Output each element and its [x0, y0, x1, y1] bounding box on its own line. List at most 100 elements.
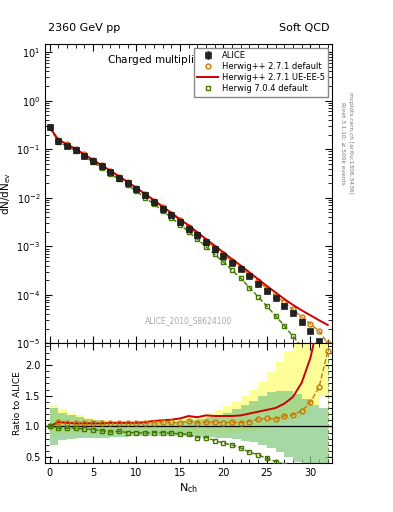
Herwig++ 2.7.1 default: [91, 157, 95, 163]
Herwig 7.0.4 default: [325, 394, 330, 400]
Herwig++ 2.7.1 default: [99, 162, 104, 168]
Herwig 7.0.4 default: [56, 139, 61, 145]
Y-axis label: Ratio to ALICE: Ratio to ALICE: [13, 372, 22, 435]
Herwig 7.0.4 default: [117, 176, 121, 182]
Herwig++ 2.7.1 UE-EE-5: [239, 263, 243, 269]
Herwig++ 2.7.1 UE-EE-5: [73, 146, 78, 152]
Herwig++ 2.7.1 default: [56, 137, 61, 143]
Herwig 7.0.4 default: [195, 236, 200, 242]
Herwig++ 2.7.1 default: [117, 174, 121, 180]
Herwig++ 2.7.1 default: [73, 146, 78, 152]
Herwig 7.0.4 default: [256, 294, 261, 300]
Herwig++ 2.7.1 default: [64, 141, 69, 147]
Herwig++ 2.7.1 default: [82, 152, 87, 158]
Herwig 7.0.4 default: [299, 344, 304, 350]
Herwig++ 2.7.1 UE-EE-5: [247, 269, 252, 275]
Herwig 7.0.4 default: [290, 333, 295, 339]
Herwig 7.0.4 default: [239, 275, 243, 281]
Herwig++ 2.7.1 UE-EE-5: [256, 276, 261, 282]
Herwig++ 2.7.1 default: [108, 167, 113, 174]
Herwig++ 2.7.1 default: [230, 258, 235, 264]
X-axis label: N$_{\mathsf{ch}}$: N$_{\mathsf{ch}}$: [179, 481, 198, 495]
Herwig++ 2.7.1 default: [125, 179, 130, 185]
Herwig++ 2.7.1 UE-EE-5: [125, 179, 130, 185]
Herwig++ 2.7.1 default: [143, 191, 147, 197]
Herwig++ 2.7.1 UE-EE-5: [308, 312, 313, 318]
Herwig++ 2.7.1 default: [273, 293, 278, 299]
Herwig++ 2.7.1 UE-EE-5: [160, 203, 165, 209]
Herwig++ 2.7.1 UE-EE-5: [186, 222, 191, 228]
Herwig++ 2.7.1 UE-EE-5: [178, 216, 182, 222]
Herwig++ 2.7.1 default: [282, 300, 286, 306]
Herwig++ 2.7.1 UE-EE-5: [152, 197, 156, 203]
Herwig++ 2.7.1 UE-EE-5: [273, 289, 278, 295]
Legend: ALICE, Herwig++ 2.7.1 default, Herwig++ 2.7.1 UE-EE-5, Herwig 7.0.4 default: ALICE, Herwig++ 2.7.1 default, Herwig++ …: [194, 48, 328, 97]
Herwig++ 2.7.1 UE-EE-5: [47, 124, 52, 130]
Text: 2360 GeV pp: 2360 GeV pp: [48, 23, 120, 33]
Herwig++ 2.7.1 default: [195, 231, 200, 237]
Herwig++ 2.7.1 default: [290, 306, 295, 312]
Herwig++ 2.7.1 UE-EE-5: [221, 249, 226, 255]
Herwig 7.0.4 default: [47, 124, 52, 130]
Herwig++ 2.7.1 default: [169, 210, 174, 217]
Herwig 7.0.4 default: [282, 323, 286, 329]
Herwig 7.0.4 default: [212, 251, 217, 258]
Herwig 7.0.4 default: [230, 267, 235, 273]
Herwig++ 2.7.1 default: [47, 124, 52, 130]
Herwig 7.0.4 default: [91, 159, 95, 165]
Herwig++ 2.7.1 UE-EE-5: [64, 141, 69, 147]
Herwig++ 2.7.1 default: [239, 265, 243, 271]
Herwig 7.0.4 default: [247, 285, 252, 291]
Herwig++ 2.7.1 UE-EE-5: [134, 185, 139, 191]
Herwig++ 2.7.1 UE-EE-5: [143, 191, 147, 197]
Herwig++ 2.7.1 UE-EE-5: [282, 296, 286, 302]
Herwig 7.0.4 default: [308, 355, 313, 361]
Herwig 7.0.4 default: [160, 208, 165, 214]
Herwig++ 2.7.1 default: [160, 204, 165, 210]
Herwig++ 2.7.1 UE-EE-5: [230, 256, 235, 262]
Herwig 7.0.4 default: [221, 259, 226, 265]
Herwig 7.0.4 default: [143, 195, 147, 201]
Herwig++ 2.7.1 UE-EE-5: [299, 307, 304, 313]
Herwig 7.0.4 default: [273, 313, 278, 319]
Herwig 7.0.4 default: [125, 182, 130, 188]
Herwig 7.0.4 default: [82, 153, 87, 159]
Herwig++ 2.7.1 default: [134, 185, 139, 191]
Herwig++ 2.7.1 UE-EE-5: [99, 162, 104, 168]
Herwig++ 2.7.1 default: [325, 340, 330, 347]
Herwig++ 2.7.1 default: [204, 238, 208, 244]
Text: Soft QCD: Soft QCD: [279, 23, 329, 33]
Herwig++ 2.7.1 default: [152, 198, 156, 204]
Herwig 7.0.4 default: [99, 165, 104, 171]
Herwig++ 2.7.1 UE-EE-5: [290, 302, 295, 308]
Herwig++ 2.7.1 default: [256, 278, 261, 284]
Herwig 7.0.4 default: [152, 201, 156, 207]
Y-axis label: dN/dN$_{\mathsf{ev}}$: dN/dN$_{\mathsf{ev}}$: [0, 172, 13, 215]
Herwig++ 2.7.1 default: [264, 286, 269, 292]
Herwig++ 2.7.1 default: [317, 328, 321, 334]
Herwig++ 2.7.1 UE-EE-5: [169, 210, 174, 216]
Herwig++ 2.7.1 default: [212, 245, 217, 251]
Herwig++ 2.7.1 default: [247, 272, 252, 278]
Herwig 7.0.4 default: [169, 215, 174, 221]
Herwig++ 2.7.1 UE-EE-5: [325, 322, 330, 328]
Herwig++ 2.7.1 UE-EE-5: [195, 229, 200, 236]
Herwig++ 2.7.1 UE-EE-5: [264, 283, 269, 289]
Herwig 7.0.4 default: [264, 303, 269, 309]
Herwig++ 2.7.1 UE-EE-5: [56, 137, 61, 143]
Herwig++ 2.7.1 UE-EE-5: [204, 236, 208, 242]
Line: Herwig++ 2.7.1 UE-EE-5: Herwig++ 2.7.1 UE-EE-5: [50, 127, 328, 325]
Text: Rivet 3.1.10; ≥ 500k events: Rivet 3.1.10; ≥ 500k events: [340, 102, 345, 185]
Herwig++ 2.7.1 default: [308, 321, 313, 327]
Herwig 7.0.4 default: [178, 222, 182, 228]
Herwig++ 2.7.1 UE-EE-5: [91, 157, 95, 163]
Line: Herwig 7.0.4 default: Herwig 7.0.4 default: [47, 124, 330, 399]
Herwig++ 2.7.1 UE-EE-5: [317, 317, 321, 323]
Text: mcplots.cern.ch [arXiv:1306.3436]: mcplots.cern.ch [arXiv:1306.3436]: [348, 93, 353, 194]
Text: Charged multiplicity ($|\eta|$ < 0.5): Charged multiplicity ($|\eta|$ < 0.5): [107, 53, 270, 67]
Herwig++ 2.7.1 default: [186, 224, 191, 230]
Herwig 7.0.4 default: [108, 171, 113, 177]
Herwig++ 2.7.1 UE-EE-5: [117, 174, 121, 180]
Herwig++ 2.7.1 UE-EE-5: [212, 243, 217, 249]
Herwig 7.0.4 default: [317, 367, 321, 373]
